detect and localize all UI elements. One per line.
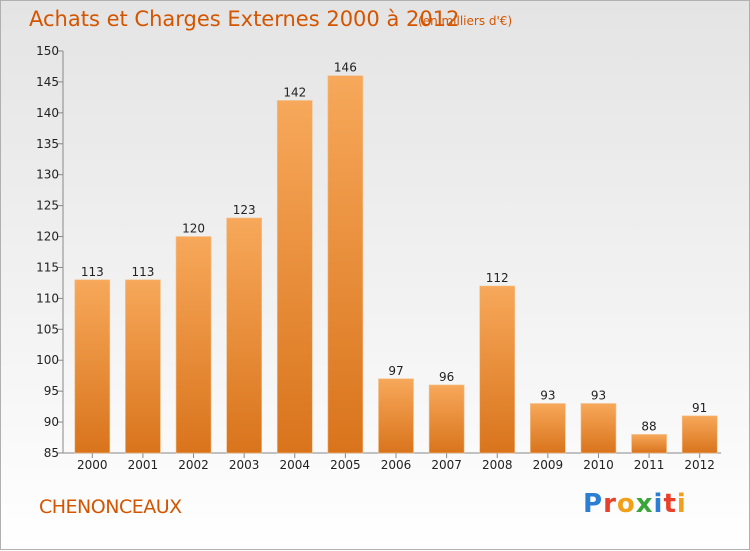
x-tick-label: 2009 (533, 458, 564, 472)
bar (479, 285, 516, 454)
bar (327, 75, 364, 454)
y-tick-label: 105 (36, 322, 59, 336)
x-tick-label: 2004 (279, 458, 310, 472)
y-tick-label: 125 (36, 199, 59, 213)
bar-value-label: 120 (182, 222, 205, 236)
x-tick-label: 2002 (178, 458, 209, 472)
x-tick-label: 2000 (77, 458, 108, 472)
bar (580, 403, 617, 454)
y-tick-label: 90 (44, 415, 59, 429)
y-tick-label: 130 (36, 168, 59, 182)
bar (681, 415, 718, 454)
x-tick-label: 2006 (381, 458, 412, 472)
bar (428, 384, 465, 454)
bar-value-label: 113 (131, 265, 154, 279)
bar-value-label: 96 (439, 370, 454, 384)
y-tick-label: 140 (36, 106, 59, 120)
bar-value-label: 93 (591, 389, 606, 403)
bar-value-label: 112 (486, 271, 509, 285)
bar (74, 279, 111, 454)
y-tick-label: 145 (36, 75, 59, 89)
proxiti-logo[interactable]: Proxiti (583, 489, 687, 519)
x-tick-label: 2003 (229, 458, 260, 472)
x-tick-label: 2007 (431, 458, 462, 472)
x-tick-label: 2011 (634, 458, 665, 472)
bar-value-label: 142 (283, 85, 306, 99)
y-tick-label: 150 (36, 44, 59, 58)
y-tick-label: 135 (36, 137, 59, 151)
y-tick-label: 100 (36, 353, 59, 367)
y-tick-label: 95 (44, 384, 59, 398)
chart-bars: 113 113 120 123 142 146 97 96 112 93 93 88 91 (74, 61, 718, 454)
bar (378, 378, 414, 454)
bar (175, 236, 212, 454)
y-tick-label: 110 (36, 291, 59, 305)
bar (276, 100, 313, 454)
y-tick-label: 85 (44, 446, 59, 460)
bar-value-label: 93 (540, 389, 555, 403)
x-tick-label: 2005 (330, 458, 361, 472)
bar-value-label: 88 (641, 419, 656, 433)
x-tick-label: 2012 (684, 458, 715, 472)
x-tick-label: 2001 (128, 458, 159, 472)
chart-axes: 85 90 95 100 105 110 115 120 125 130 135 140 145 150 2… (36, 44, 721, 472)
bar-value-label: 91 (692, 401, 707, 415)
bar (125, 279, 161, 454)
commune-name: CHENONCEAUX (39, 496, 182, 518)
bar (530, 403, 566, 454)
chart-title: Achats et Charges Externes 2000 à 2012 (29, 7, 460, 31)
bar-value-label: 123 (233, 203, 256, 217)
bar-value-label: 113 (81, 265, 104, 279)
y-tick-label: 115 (36, 260, 59, 274)
x-tick-label: 2008 (482, 458, 513, 472)
x-tick-label: 2010 (583, 458, 614, 472)
y-tick-label: 120 (36, 230, 59, 244)
bar-value-label: 97 (388, 364, 403, 378)
bar (226, 217, 262, 454)
bar-value-label: 146 (334, 61, 357, 75)
chart-subtitle: (en milliers d'€) (418, 14, 513, 28)
bar (631, 434, 667, 454)
